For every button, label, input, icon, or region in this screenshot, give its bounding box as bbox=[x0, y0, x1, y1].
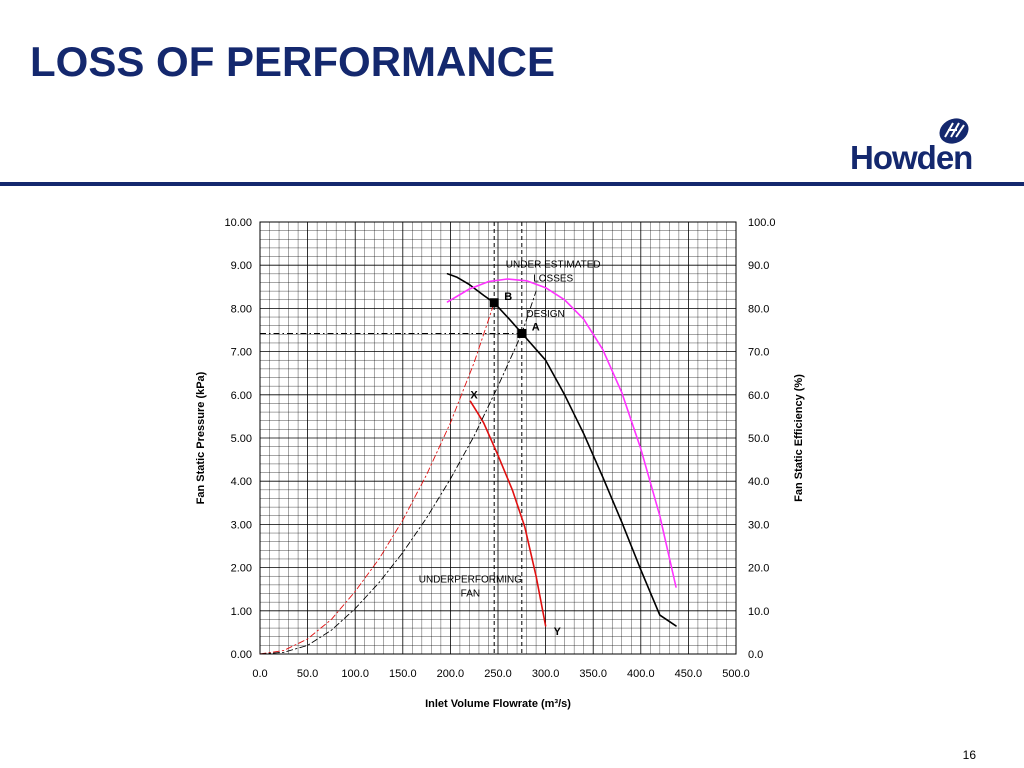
y-tick-label: 5.00 bbox=[231, 433, 252, 445]
y-axis-label: Fan Static Pressure (kPa) bbox=[195, 371, 207, 504]
y2-tick-label: 20.0 bbox=[748, 563, 769, 575]
y-tick-label: 6.00 bbox=[231, 390, 252, 402]
x-tick-label: 250.0 bbox=[484, 668, 512, 680]
y2-tick-label: 90.0 bbox=[748, 260, 769, 272]
point-label-x: X bbox=[470, 389, 478, 401]
y2-tick-label: 60.0 bbox=[748, 390, 769, 402]
y-tick-label: 3.00 bbox=[231, 519, 252, 531]
x-tick-label: 400.0 bbox=[627, 668, 655, 680]
annotation-text: UNDERPERFORMING bbox=[419, 575, 523, 586]
point-label-a: A bbox=[532, 321, 540, 333]
y-tick-label: 8.00 bbox=[231, 303, 252, 315]
x-tick-label: 200.0 bbox=[437, 668, 465, 680]
x-tick-label: 150.0 bbox=[389, 668, 417, 680]
x-tick-label: 0.0 bbox=[252, 668, 267, 680]
point-marker-b bbox=[489, 298, 499, 308]
reference-lines bbox=[260, 222, 523, 654]
underperforming-fan-curve bbox=[469, 400, 547, 627]
annotation-text: FAN bbox=[461, 589, 480, 600]
page-number: 16 bbox=[962, 748, 976, 762]
x-tick-label: 450.0 bbox=[675, 668, 703, 680]
x-tick-label: 350.0 bbox=[579, 668, 607, 680]
y2-axis-label: Fan Static Efficiency (%) bbox=[793, 374, 805, 502]
howden-logo: Howden bbox=[850, 117, 980, 179]
x-axis-label: Inlet Volume Flowrate (m³/s) bbox=[425, 698, 571, 710]
point-label-b: B bbox=[504, 291, 512, 303]
system-resistance-design bbox=[259, 290, 537, 655]
chart-tick-labels: 0.0 50.0 100.0 150.0 200.0 250.0 300.0 350.0 400… bbox=[224, 217, 775, 680]
y-tick-label: 10.00 bbox=[224, 217, 252, 229]
y-tick-label: 0.00 bbox=[231, 649, 252, 661]
annotation-text: UNDER ESTIMATED bbox=[506, 259, 601, 270]
fan-pressure-curve bbox=[446, 272, 677, 627]
annotation-text: DESIGN bbox=[526, 309, 564, 320]
chart-points: B A X Y bbox=[470, 291, 561, 638]
fan-efficiency-curve bbox=[446, 278, 677, 588]
chart-grid bbox=[259, 221, 737, 655]
header-rule bbox=[0, 182, 1024, 186]
y2-tick-label: 40.0 bbox=[748, 476, 769, 488]
y-tick-label: 7.00 bbox=[231, 347, 252, 359]
annotation-text: LOSSES bbox=[533, 273, 573, 284]
x-tick-label: 100.0 bbox=[341, 668, 369, 680]
logo-text: Howden bbox=[850, 139, 973, 176]
slide-title: LOSS OF PERFORMANCE bbox=[30, 38, 556, 85]
chart-series bbox=[259, 272, 677, 655]
y2-tick-label: 70.0 bbox=[748, 347, 769, 359]
y2-tick-label: 0.0 bbox=[748, 649, 763, 661]
y-tick-label: 9.00 bbox=[231, 260, 252, 272]
y-tick-label: 4.00 bbox=[231, 476, 252, 488]
point-marker-a bbox=[517, 328, 527, 338]
y2-tick-label: 10.0 bbox=[748, 606, 769, 618]
y2-tick-label: 30.0 bbox=[748, 519, 769, 531]
y-tick-label: 2.00 bbox=[231, 563, 252, 575]
x-tick-label: 300.0 bbox=[532, 668, 560, 680]
point-label-y: Y bbox=[554, 626, 562, 638]
x-tick-label: 50.0 bbox=[297, 668, 318, 680]
x-tick-label: 500.0 bbox=[722, 668, 750, 680]
chart-annotations: UNDER ESTIMATED LOSSES DESIGN UNDERPERFORMI… bbox=[419, 259, 601, 599]
system-resistance-actual bbox=[259, 302, 495, 655]
howden-logo-mark-icon bbox=[939, 118, 969, 144]
y2-tick-label: 50.0 bbox=[748, 433, 769, 445]
y2-tick-label: 80.0 bbox=[748, 303, 769, 315]
y2-tick-label: 100.0 bbox=[748, 217, 776, 229]
y-tick-label: 1.00 bbox=[231, 606, 252, 618]
